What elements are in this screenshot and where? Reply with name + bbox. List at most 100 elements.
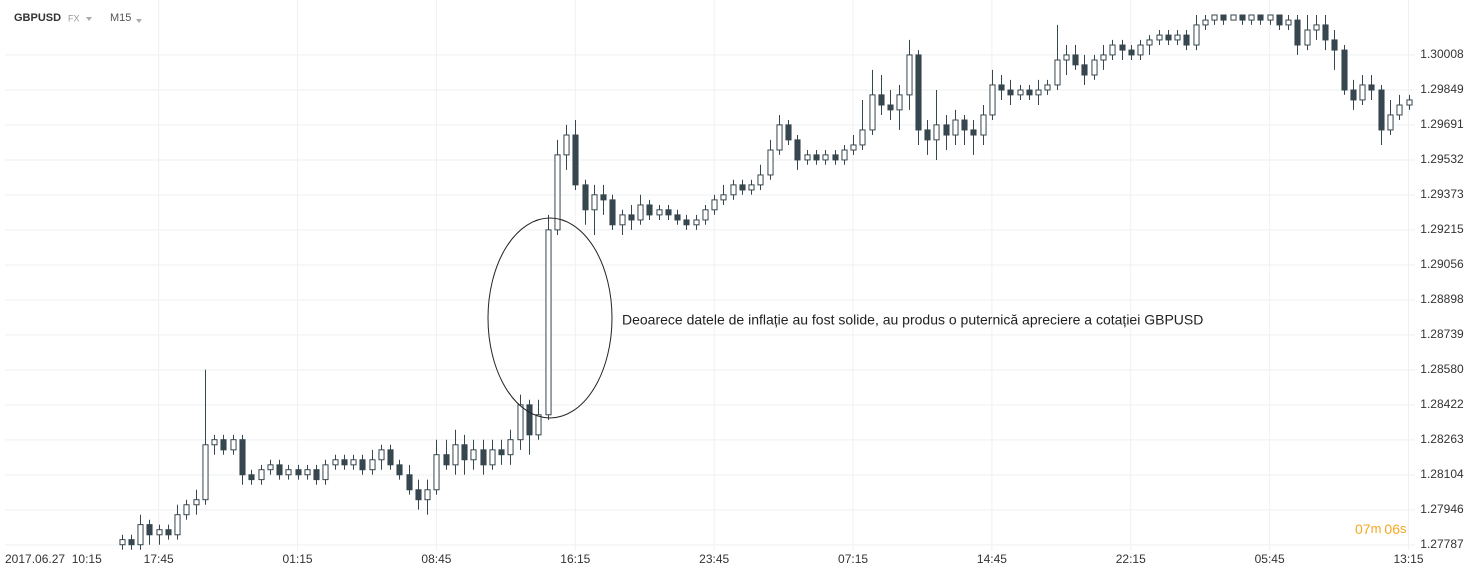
candle-body-down — [1026, 89, 1033, 96]
candle-body-down — [239, 439, 246, 476]
candle-body-up — [535, 414, 542, 436]
x-tick-label: 05:45 — [1255, 552, 1285, 566]
candle-body-up — [332, 459, 339, 466]
candle-body-up — [304, 469, 311, 476]
candle-body-up — [1304, 29, 1311, 46]
market-dropdown[interactable] — [86, 17, 92, 21]
candle-body-up — [1100, 54, 1107, 61]
y-tick-label: 1.28422 — [1420, 397, 1464, 411]
candle-body-up — [896, 94, 903, 111]
symbol[interactable]: GBPUSD — [14, 12, 61, 24]
candle-body-up — [545, 229, 552, 416]
candle-body-down — [406, 474, 413, 491]
x-tick-label: 13:15 — [1394, 552, 1424, 566]
candle-body-up — [554, 154, 561, 231]
candle-body-down — [739, 184, 746, 191]
x-tick-label: 08:45 — [421, 552, 451, 566]
candle-body-down — [683, 219, 690, 226]
candle-body-down — [165, 529, 172, 536]
candle-body-up — [433, 454, 440, 491]
candle-body-down — [970, 129, 977, 136]
candle-body-up — [267, 464, 274, 471]
candle-body-up — [378, 449, 385, 461]
candle-body-up — [119, 539, 126, 546]
candle-body-up — [1146, 39, 1153, 46]
candle-body-up — [720, 194, 727, 201]
candle-body-up — [804, 154, 811, 161]
candle-body-up — [989, 84, 996, 116]
candle-body-down — [646, 204, 653, 216]
candle-body-up — [1054, 59, 1061, 86]
candle-body-up — [619, 214, 626, 226]
candle-body-down — [248, 474, 255, 481]
candle-body-up — [1313, 24, 1320, 31]
candle-body-down — [665, 209, 672, 216]
candle-body-up — [1109, 44, 1116, 56]
candle-body-up — [980, 114, 987, 136]
candle-body-up — [183, 504, 190, 516]
candle-body-down — [443, 454, 450, 466]
candle-body-down — [387, 449, 394, 466]
candle-body-down — [832, 154, 839, 161]
candle-body-up — [841, 149, 848, 161]
date-label: 2017.06.27 10:15 — [5, 552, 102, 566]
candle-body-up — [230, 439, 237, 451]
x-tick-label: 14:45 — [977, 552, 1007, 566]
y-tick-label: 1.27787 — [1420, 537, 1464, 551]
candle-body-up — [776, 124, 783, 151]
candle-body-up — [1230, 14, 1237, 21]
candle-body-down — [1183, 34, 1190, 46]
candle-body-down — [1257, 14, 1264, 21]
candle-body-up — [507, 439, 514, 456]
candle-body-down — [915, 54, 922, 131]
candle-body-down — [1331, 39, 1338, 51]
candle-body-up — [202, 444, 209, 501]
y-tick-label: 1.29849 — [1420, 82, 1464, 96]
timer-seconds: 06 — [1384, 521, 1400, 537]
candle-body-up — [563, 134, 570, 156]
x-tick-label: 22:15 — [1116, 552, 1146, 566]
candle-body-down — [396, 464, 403, 476]
timer-unit: m — [1371, 521, 1382, 536]
candle-body-up — [1267, 14, 1274, 21]
candle-body-up — [258, 469, 265, 481]
candle-body-down — [1341, 49, 1348, 91]
y-tick-label: 1.28739 — [1420, 327, 1464, 341]
candle-body-up — [1017, 89, 1024, 96]
candle-body-up — [137, 524, 144, 546]
candle-body-up — [850, 144, 857, 151]
x-tick-label: 23:45 — [699, 552, 729, 566]
y-tick-label: 1.30008 — [1420, 47, 1464, 61]
candle-body-up — [702, 209, 709, 221]
candle-body-up — [1193, 24, 1200, 46]
candle-body-up — [859, 129, 866, 146]
candle-body-down — [1128, 49, 1135, 56]
y-tick-label: 1.28104 — [1420, 467, 1464, 481]
candle-body-up — [1359, 84, 1366, 101]
candle-body-up — [193, 499, 200, 506]
candle-body-down — [674, 214, 681, 221]
grid — [5, 0, 1415, 550]
candle-body-up — [869, 94, 876, 131]
candle-body-down — [1322, 24, 1329, 41]
y-tick-label: 1.29056 — [1420, 257, 1464, 271]
candle-body-down — [1220, 14, 1227, 21]
candle-body-down — [924, 129, 931, 141]
candle-body-down — [813, 154, 820, 161]
x-tick-label: 07:15 — [838, 552, 868, 566]
x-tick-label: 17:45 — [144, 552, 174, 566]
timer-unit: s — [1400, 521, 1407, 536]
candle-body-up — [1211, 14, 1218, 21]
candle-body-down — [1239, 14, 1246, 21]
candle-body-up — [1174, 34, 1181, 41]
candle-body-down — [1007, 89, 1014, 96]
candle-body-down — [943, 124, 950, 136]
timeframe[interactable]: M15 — [110, 12, 131, 24]
candle-body-up — [711, 199, 718, 211]
candle-body-up — [322, 464, 329, 481]
y-tick-label: 1.29373 — [1420, 187, 1464, 201]
candle-body-up — [693, 219, 700, 226]
candle-body-up — [424, 489, 431, 501]
timeframe-dropdown[interactable] — [136, 19, 142, 23]
